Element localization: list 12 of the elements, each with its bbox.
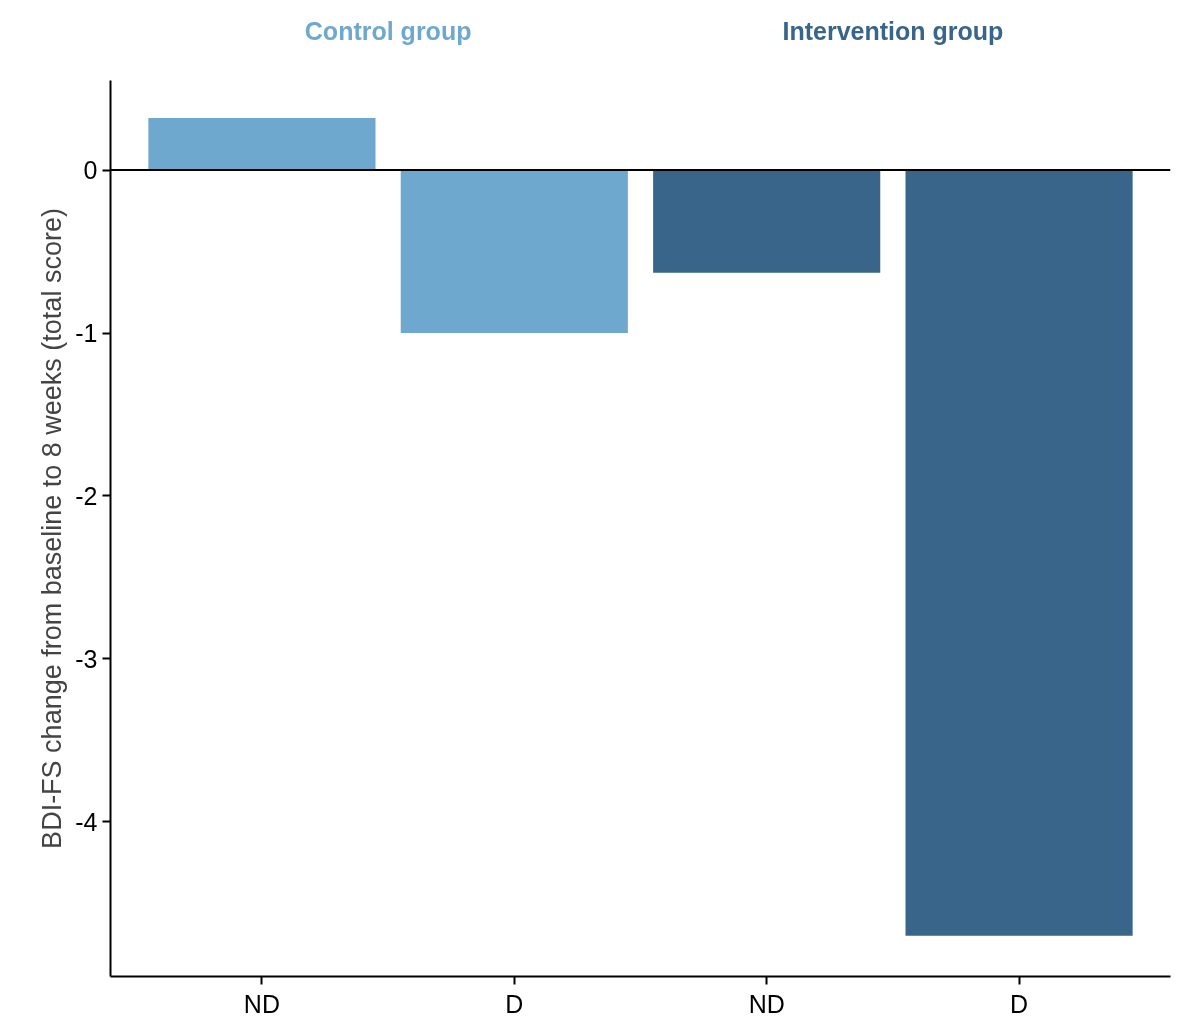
y-tick-label: -2 (75, 481, 98, 510)
y-tick-label: -1 (75, 319, 98, 348)
text: Intervention group (782, 16, 1004, 45)
x-tick-label: D (1010, 989, 1029, 1018)
x-tick-label: ND (243, 989, 280, 1018)
x-tick-label: D (505, 989, 524, 1018)
y-axis-title: BDI-FS change from baseline to 8 weeks (total score) (37, 208, 68, 849)
x-tick-label: ND (748, 989, 785, 1018)
y-tick-label: -3 (75, 644, 98, 673)
text: Control group (304, 16, 472, 45)
y-tick-label: -4 (75, 807, 98, 836)
y-tick-label: 0 (83, 156, 98, 185)
